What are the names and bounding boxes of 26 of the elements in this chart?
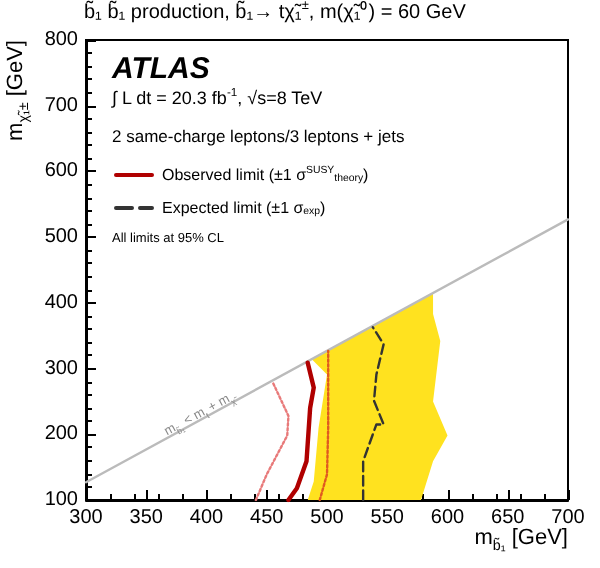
x-tick-label: 600: [430, 507, 466, 529]
annotation: ATLAS: [112, 52, 210, 86]
annotation: 2 same-charge leptons/3 leptons + jets: [112, 126, 405, 146]
y-tick-label: 800: [44, 29, 79, 51]
x-tick-label: 550: [370, 507, 405, 529]
y-tick-label: 600: [44, 160, 79, 183]
line-series: [318, 349, 330, 502]
y-tick-label: 500: [44, 226, 79, 249]
x-tick-label: 700: [551, 507, 586, 529]
x-tick-label: 350: [129, 507, 164, 529]
x-tick-label: 400: [189, 507, 225, 529]
chart-title: b̃₁ b̃₁ production, b̃₁→ tχ̃₁$^{±}$, m(χ̃₁⁰) = 60 GeV: [84, 0, 466, 24]
line-series: [286, 360, 316, 503]
x-axis-title: m$_{b̃₁}$ [GeV]: [474, 526, 568, 555]
x-tick-label: 500: [310, 507, 345, 529]
line-series: [361, 325, 385, 502]
y-tick-label: 100: [44, 489, 79, 511]
y-tick-label: 200: [44, 423, 79, 446]
y-tick-label: 400: [44, 291, 79, 314]
line-series: [254, 381, 290, 502]
x-tick-label: 650: [491, 507, 526, 529]
annotation: ∫ L dt = 20.3 fb$^{-1}$, √s=8 TeV: [112, 88, 323, 108]
y-tick-label: 700: [44, 94, 79, 117]
x-tick-label: 450: [250, 507, 285, 529]
y-tick-label: 300: [44, 357, 79, 380]
x-tick-label: 300: [69, 507, 104, 529]
